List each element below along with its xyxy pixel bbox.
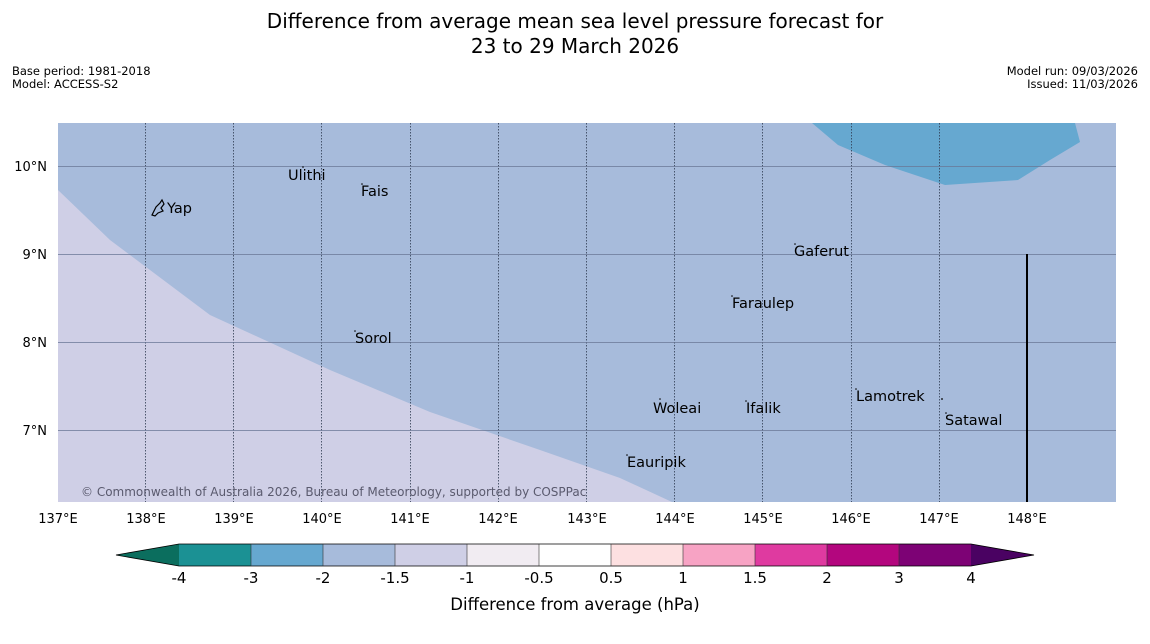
colorbar-label-8: 1 [678, 569, 688, 587]
lon-tick-140: 140°E [302, 512, 342, 527]
place-label-sorol: Sorol [355, 331, 392, 347]
meridians [145, 123, 940, 502]
colorbar-label-6: -0.5 [524, 569, 553, 587]
yap-island-shape [151, 198, 165, 217]
colorbar-over-arrow [971, 544, 1034, 566]
parallels [58, 166, 1116, 431]
place-label-faraulep: Faraulep [732, 296, 794, 312]
lon-tick-147: 147°E [919, 512, 959, 527]
lamotrek-dot [855, 388, 857, 390]
colorbar-swatch-1 [179, 544, 251, 566]
place-label-satawal: Satawal [945, 413, 1002, 429]
place-label-gaferut: Gaferut [794, 244, 849, 260]
lat-tick-10n: 10°N [14, 160, 47, 175]
map-area: Yap Ulithi Fais Gaferut Faraulep Sorol W… [58, 123, 1116, 502]
gaferut-dot [794, 243, 796, 245]
copyright-notice: © Commonwealth of Australia 2026, Bureau… [81, 485, 586, 499]
colorbar-label-10: 2 [822, 569, 832, 587]
colorbar-label-12: 4 [966, 569, 976, 587]
lon-tick-143: 143°E [567, 512, 607, 527]
place-label-ulithi: Ulithi [288, 168, 326, 184]
colorbar-swatch-11 [899, 544, 971, 566]
island-dots [302, 166, 947, 456]
satawal-dot [945, 412, 947, 414]
colorbar-label-2: -3 [244, 569, 259, 587]
ifalik-dot [745, 400, 747, 402]
colorbar-swatch-10 [827, 544, 899, 566]
place-label-ifalik: Ifalik [746, 401, 781, 417]
colorbar: -4 -3 -2 -1.5 -1 -0.5 0.5 1 1.5 2 3 4 Di… [115, 543, 1035, 614]
issued-date: Issued: 11/03/2026 [1027, 77, 1138, 91]
base-period: Base period: 1981-2018 [12, 64, 151, 78]
colorbar-label-3: -2 [316, 569, 331, 587]
lon-tick-146: 146°E [831, 512, 871, 527]
lat-tick-9n: 9°N [23, 248, 48, 263]
anomaly-band-minus3 [812, 123, 1080, 185]
title-line-1: Difference from average mean sea level p… [266, 9, 884, 33]
colorbar-under-arrow [116, 544, 179, 566]
colorbar-swatch-3 [323, 544, 395, 566]
lon-tick-144: 144°E [655, 512, 695, 527]
colorbar-swatch-7 [611, 544, 683, 566]
lon-tick-142: 142°E [478, 512, 518, 527]
colorbar-swatch-4 [395, 544, 467, 566]
colorbar-swatch-8 [683, 544, 755, 566]
place-label-eauripik: Eauripik [627, 455, 686, 471]
lon-tick-137: 137°E [38, 512, 78, 527]
model-name: Model: ACCESS-S2 [12, 77, 119, 91]
chart-title: Difference from average mean sea level p… [0, 9, 1150, 59]
ulithi-dot [302, 166, 304, 168]
colorbar-swatch-9 [755, 544, 827, 566]
colorbar-swatch-6 [539, 544, 611, 566]
colorbar-swatch-2 [251, 544, 323, 566]
place-label-fais: Fais [361, 184, 388, 200]
lon-tick-138: 138°E [126, 512, 166, 527]
meta-left: Base period: 1981-2018 Model: ACCESS-S2 [12, 65, 151, 91]
place-label-lamotrek: Lamotrek [856, 389, 925, 405]
latitude-axis: 10°N 9°N 8°N 7°N [14, 160, 47, 439]
colorbar-label-4: -1.5 [380, 569, 409, 587]
lon-tick-141: 141°E [390, 512, 430, 527]
lon-tick-145: 145°E [743, 512, 783, 527]
lon-tick-148: 148°E [1007, 512, 1047, 527]
anomaly-band-minus1_5 [58, 190, 672, 502]
colorbar-label-1: -4 [172, 569, 187, 587]
colorbar-label-7: 0.5 [599, 569, 623, 587]
woleai-dot [659, 398, 661, 400]
sorol-dot [354, 330, 356, 332]
colorbar-outline [115, 543, 1035, 567]
faraulep-dot [731, 295, 733, 297]
lat-tick-8n: 8°N [23, 336, 48, 351]
fais-dot [361, 183, 363, 185]
lat-tick-7n: 7°N [23, 424, 48, 439]
colorbar-title: Difference from average (hPa) [450, 595, 699, 614]
longitude-axis: 137°E 138°E 139°E 140°E 141°E 142°E 143°… [38, 512, 1047, 527]
colorbar-swatch-5 [467, 544, 539, 566]
model-run: Model run: 09/03/2026 [1006, 64, 1138, 78]
colorbar-label-9: 1.5 [743, 569, 767, 587]
west-fayu-dot [941, 398, 943, 400]
meta-right: Model run: 09/03/2026 Issued: 11/03/2026 [1007, 65, 1138, 91]
lon-tick-139: 139°E [214, 512, 254, 527]
place-label-yap: Yap [166, 201, 192, 217]
place-label-woleai: Woleai [653, 401, 701, 417]
title-line-2: 23 to 29 March 2026 [470, 34, 680, 58]
colorbar-label-11: 3 [894, 569, 904, 587]
eauripik-dot [626, 454, 628, 456]
colorbar-label-5: -1 [460, 569, 475, 587]
colorbar-dividers [250, 544, 900, 566]
